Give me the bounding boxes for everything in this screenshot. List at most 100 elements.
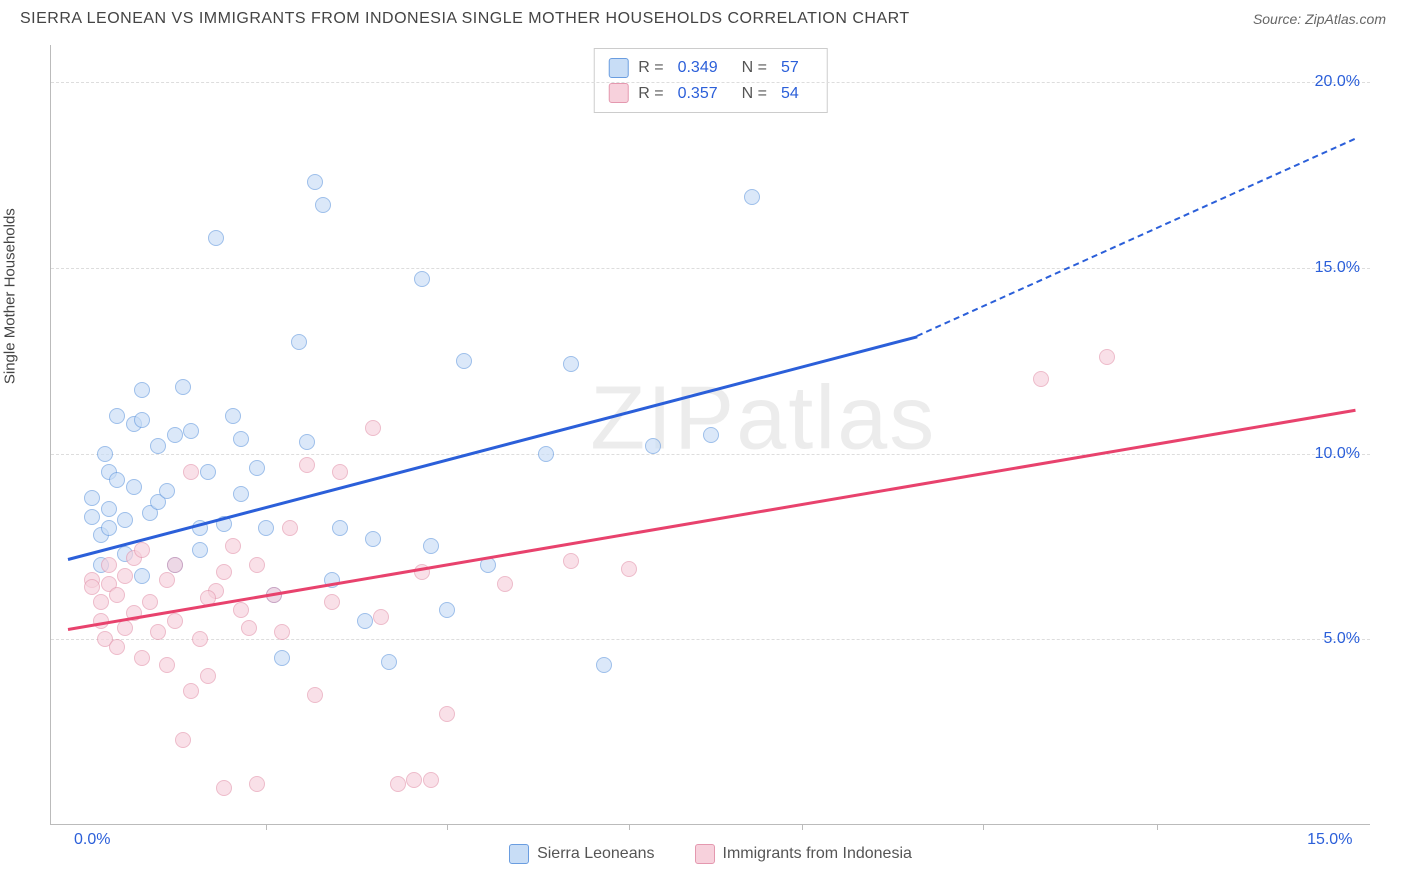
data-point: [109, 587, 125, 603]
data-point: [109, 639, 125, 655]
swatch-icon: [608, 58, 628, 78]
data-point: [291, 334, 307, 350]
legend-label: Immigrants from Indonesia: [723, 845, 912, 863]
legend-label: Sierra Leoneans: [537, 845, 654, 863]
data-point: [439, 602, 455, 618]
gridline: [51, 639, 1370, 640]
data-point: [183, 464, 199, 480]
x-tick: [447, 824, 448, 830]
data-point: [357, 613, 373, 629]
data-point: [150, 624, 166, 640]
data-point: [126, 479, 142, 495]
data-point: [538, 446, 554, 462]
gridline: [51, 82, 1370, 83]
data-point: [183, 683, 199, 699]
data-point: [216, 564, 232, 580]
r-value: 0.357: [678, 81, 718, 107]
x-tick: [1157, 824, 1158, 830]
data-point: [167, 613, 183, 629]
data-point: [596, 657, 612, 673]
data-point: [101, 501, 117, 517]
chart-title: SIERRA LEONEAN VS IMMIGRANTS FROM INDONE…: [20, 10, 910, 28]
data-point: [282, 520, 298, 536]
data-point: [117, 512, 133, 528]
data-point: [233, 431, 249, 447]
data-point: [208, 230, 224, 246]
data-point: [134, 568, 150, 584]
swatch-icon: [608, 83, 628, 103]
trend-line: [917, 138, 1355, 337]
data-point: [744, 189, 760, 205]
data-point: [200, 464, 216, 480]
gridline: [51, 454, 1370, 455]
y-axis-label: Single Mother Households: [2, 208, 19, 384]
data-point: [101, 557, 117, 573]
data-point: [134, 412, 150, 428]
data-point: [497, 576, 513, 592]
x-tick: [802, 824, 803, 830]
scatter-chart: ZIPatlas R =0.349 N =57 R =0.357 N =54 S…: [50, 45, 1370, 825]
swatch-icon: [695, 844, 715, 864]
header-row: SIERRA LEONEAN VS IMMIGRANTS FROM INDONE…: [0, 0, 1406, 34]
data-point: [645, 438, 661, 454]
data-point: [150, 438, 166, 454]
data-point: [159, 657, 175, 673]
data-point: [332, 520, 348, 536]
data-point: [216, 780, 232, 796]
data-point: [563, 356, 579, 372]
data-point: [167, 557, 183, 573]
stats-legend-row: R =0.357 N =54: [608, 81, 813, 107]
data-point: [97, 446, 113, 462]
data-point: [84, 490, 100, 506]
x-tick: [983, 824, 984, 830]
data-point: [109, 408, 125, 424]
data-point: [307, 174, 323, 190]
data-point: [117, 620, 133, 636]
data-point: [299, 434, 315, 450]
data-point: [423, 772, 439, 788]
y-tick-label: 15.0%: [1315, 259, 1360, 277]
series-legend: Sierra Leoneans Immigrants from Indonesi…: [51, 844, 1370, 864]
data-point: [93, 594, 109, 610]
data-point: [406, 772, 422, 788]
legend-item: Sierra Leoneans: [509, 844, 654, 864]
data-point: [456, 353, 472, 369]
data-point: [134, 650, 150, 666]
y-tick-label: 10.0%: [1315, 445, 1360, 463]
data-point: [175, 732, 191, 748]
y-tick-label: 20.0%: [1315, 73, 1360, 91]
data-point: [142, 594, 158, 610]
data-point: [225, 538, 241, 554]
data-point: [84, 509, 100, 525]
n-value: 57: [781, 55, 799, 81]
data-point: [1033, 371, 1049, 387]
data-point: [84, 579, 100, 595]
data-point: [101, 520, 117, 536]
x-tick-label: 0.0%: [74, 831, 110, 849]
data-point: [192, 542, 208, 558]
data-point: [621, 561, 637, 577]
data-point: [109, 472, 125, 488]
data-point: [167, 427, 183, 443]
data-point: [324, 594, 340, 610]
watermark: ZIPatlas: [590, 367, 936, 470]
x-tick-label: 15.0%: [1307, 831, 1352, 849]
source-label: Source: ZipAtlas.com: [1253, 11, 1386, 27]
r-value: 0.349: [678, 55, 718, 81]
stats-legend: R =0.349 N =57 R =0.357 N =54: [593, 48, 828, 113]
data-point: [307, 687, 323, 703]
gridline: [51, 268, 1370, 269]
data-point: [381, 654, 397, 670]
data-point: [159, 572, 175, 588]
data-point: [365, 531, 381, 547]
data-point: [274, 624, 290, 640]
data-point: [233, 602, 249, 618]
data-point: [1099, 349, 1115, 365]
y-tick-label: 5.0%: [1324, 630, 1360, 648]
data-point: [373, 609, 389, 625]
data-point: [192, 631, 208, 647]
data-point: [225, 408, 241, 424]
data-point: [258, 520, 274, 536]
data-point: [390, 776, 406, 792]
x-tick: [629, 824, 630, 830]
